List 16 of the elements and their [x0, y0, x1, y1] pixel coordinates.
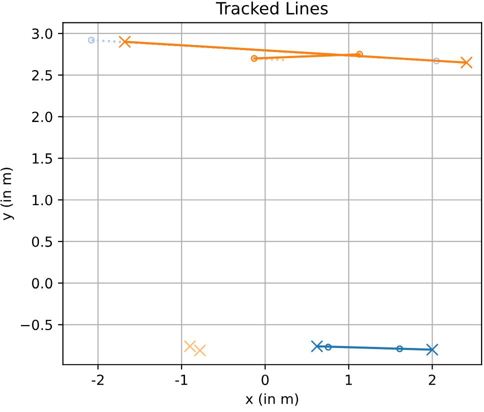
y-tick-label: 2.5 — [32, 70, 52, 81]
x-tick-label: -2 — [92, 374, 104, 385]
y-tick-label: 0.5 — [32, 236, 52, 247]
y-tick-label: 0.0 — [32, 278, 52, 289]
y-tick-label: 3.0 — [32, 28, 52, 39]
x-tick-label: 2 — [428, 374, 436, 385]
x-tick-label: 1 — [346, 374, 352, 385]
y-tick-label: −0.5 — [20, 320, 52, 330]
y-axis-title: y (in m) — [0, 168, 14, 220]
x-tick-label: 0 — [262, 374, 269, 386]
y-tick-label: 1.0 — [32, 194, 52, 206]
chart-title: Tracked Lines — [216, 2, 328, 15]
x-tick-label: -1 — [175, 374, 188, 385]
x-axis-title: x (in m) — [246, 393, 298, 406]
y-tick-label: 2.0 — [32, 112, 52, 122]
y-tick-label: 1.5 — [32, 153, 52, 164]
